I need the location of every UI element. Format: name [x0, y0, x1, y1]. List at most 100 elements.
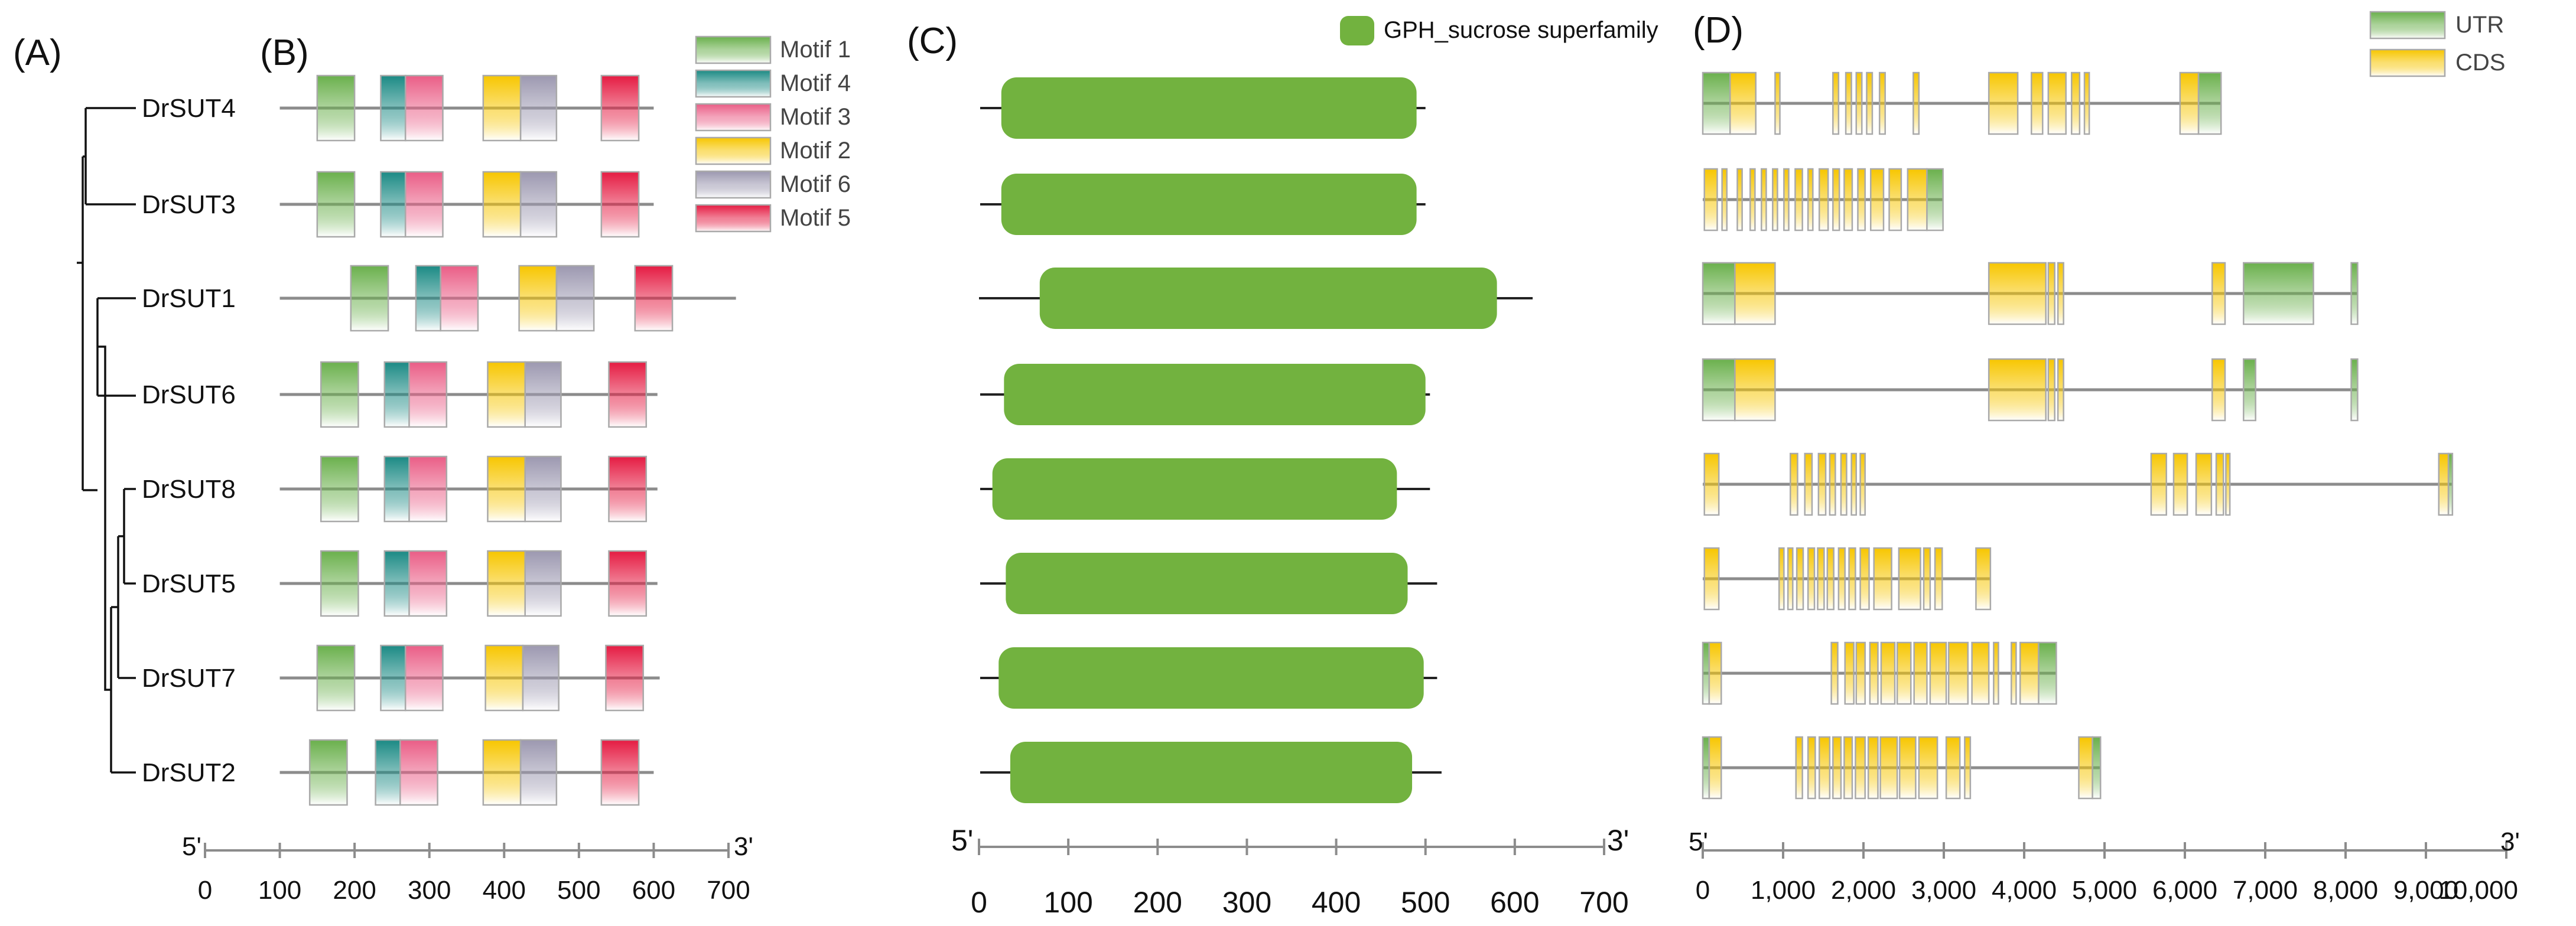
legend-swatch	[695, 136, 772, 165]
motif-block	[608, 361, 648, 428]
cds-block	[2047, 358, 2055, 422]
phylogenetic-tree	[77, 107, 136, 774]
gene-label: DrSUT6	[142, 380, 236, 409]
motif-block	[404, 171, 444, 238]
cds-block	[1807, 168, 1814, 231]
motif-block	[600, 74, 640, 142]
legend-swatch	[2369, 48, 2446, 77]
cds-block	[1703, 168, 1718, 231]
motif-block	[600, 739, 640, 806]
cds-block	[1729, 71, 1757, 135]
motif-block	[415, 265, 441, 332]
motif-block	[404, 74, 444, 142]
utr-block	[1702, 71, 1731, 135]
motif-block	[600, 171, 640, 238]
cds-block	[1708, 641, 1722, 705]
cds-block	[1804, 452, 1813, 516]
axis-tick-label: 9,000	[2393, 876, 2458, 905]
legend-swatch	[2369, 11, 2446, 40]
axis-tick-label: 200	[333, 876, 376, 905]
cds-block	[1888, 168, 1902, 231]
cds-block	[1873, 547, 1892, 611]
axis-tick-label: 100	[1043, 886, 1092, 919]
cds-block	[1855, 641, 1866, 705]
cds-block	[1929, 641, 1947, 705]
cds-block	[1988, 71, 2019, 135]
motif-block	[519, 171, 558, 238]
legend-label: UTR	[2455, 12, 2504, 38]
axis-end-label: 3'	[1607, 824, 1629, 857]
motif-block	[383, 550, 410, 617]
legend-label: Motif 4	[780, 70, 851, 96]
cds-block	[1880, 641, 1896, 705]
cds-block	[1859, 547, 1870, 611]
gene-label: DrSUT5	[142, 569, 236, 598]
cds-block	[1721, 168, 1728, 231]
cds-block	[2047, 262, 2055, 325]
cds-block	[1703, 547, 1720, 611]
legend-swatch	[695, 170, 772, 199]
motif-block	[484, 644, 524, 712]
cds-block	[1896, 641, 1912, 705]
utr-block	[1702, 358, 1736, 422]
utr-block	[2092, 736, 2102, 800]
utr-block	[2447, 452, 2454, 516]
cds-block	[1736, 168, 1743, 231]
axis-tick-label: 1,000	[1751, 876, 1816, 905]
cds-block	[1945, 736, 1961, 800]
axis-tick-label: 400	[483, 876, 526, 905]
legend-label: Motif 2	[780, 138, 851, 164]
cds-block	[2078, 736, 2093, 800]
motif-block	[487, 455, 526, 523]
cds-block	[1879, 736, 1898, 800]
legend-swatch	[695, 103, 772, 132]
cds-block	[2172, 452, 2188, 516]
cds-block	[1988, 262, 2047, 325]
cds-block	[1859, 452, 1866, 516]
domain-block	[1039, 268, 1497, 329]
cds-block	[2019, 641, 2040, 705]
utr-block	[1702, 736, 1710, 800]
cds-block	[1734, 262, 1776, 325]
cds-block	[2195, 452, 2213, 516]
panel-label-a: (A)	[13, 32, 62, 73]
axis-tick-label: 500	[557, 876, 600, 905]
motif-block	[482, 171, 522, 238]
axis-tick-label: 700	[1579, 886, 1628, 919]
domain-block	[998, 647, 1424, 709]
axis-tick-label: 8,000	[2313, 876, 2378, 905]
motif-block	[519, 74, 558, 142]
cds-block	[1913, 71, 1920, 135]
motif-block	[320, 550, 359, 617]
domain-block	[1001, 77, 1417, 139]
domain-block	[1010, 742, 1413, 803]
cds-block	[1818, 736, 1831, 800]
cds-block	[1869, 641, 1879, 705]
cds-block	[2438, 452, 2450, 516]
cds-block	[1829, 452, 1836, 516]
tree-branch	[97, 345, 111, 691]
motif-block	[555, 265, 595, 332]
cds-block	[1843, 168, 1853, 231]
motif-block	[634, 265, 674, 332]
cds-block	[1772, 168, 1778, 231]
motif-block	[524, 550, 562, 617]
axis-tick-label: 0	[198, 876, 212, 905]
legend-swatch	[695, 204, 772, 233]
axis-tick-label: 2,000	[1831, 876, 1896, 905]
cds-block	[1795, 736, 1803, 800]
cds-block	[1964, 736, 1972, 800]
motif-block	[383, 455, 410, 523]
cds-block	[1867, 736, 1879, 800]
utr-block	[2243, 358, 2256, 422]
cds-block	[1993, 641, 1999, 705]
motif-block	[404, 644, 444, 712]
cds-block	[1848, 547, 1856, 611]
gene-label: DrSUT1	[142, 284, 236, 313]
cds-block	[1832, 736, 1842, 800]
axis-tick-label: 300	[408, 876, 451, 905]
cds-block	[2150, 452, 2167, 516]
axis-tick-label: 10,000	[2438, 876, 2518, 905]
cds-block	[1975, 547, 1992, 611]
axis-tick-label: 4,000	[1992, 876, 2057, 905]
